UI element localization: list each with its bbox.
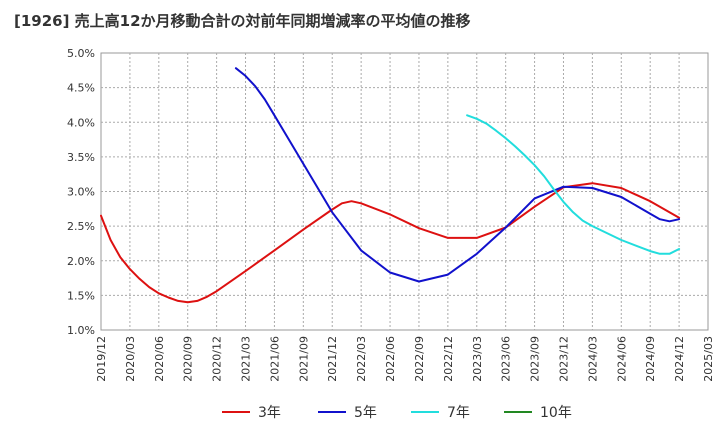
- legend: 3年 5年 7年 10年: [0, 402, 720, 426]
- x-tick-label: 2023/09: [529, 336, 542, 382]
- y-tick-label: 4.5%: [67, 82, 95, 95]
- x-axis-ticks: 2019/12 2020/03 2020/06 2020/09 2020/12 2021/…: [95, 336, 715, 382]
- x-tick-label: 2022/09: [413, 336, 426, 382]
- legend-label: 5年: [354, 405, 377, 421]
- legend-swatch: [318, 411, 346, 413]
- legend-item: 3年: [222, 402, 281, 422]
- y-tick-label: 2.0%: [67, 255, 95, 268]
- x-tick-label: 2021/12: [326, 336, 339, 382]
- legend-item: 5年: [318, 402, 377, 422]
- x-tick-label: 2019/12: [95, 336, 108, 382]
- y-tick-label: 4.0%: [67, 116, 95, 129]
- y-axis-ticks: 1.0% 1.5% 2.0% 2.5% 3.0% 3.5% 4.0% 4.5% 5.0%: [67, 47, 95, 337]
- y-tick-label: 5.0%: [67, 47, 95, 60]
- y-tick-label: 3.0%: [67, 186, 95, 199]
- series-line-7年: [466, 114, 681, 255]
- x-tick-label: 2021/09: [297, 336, 310, 382]
- y-tick-label: 1.0%: [67, 324, 95, 337]
- x-tick-label: 2025/03: [702, 336, 715, 382]
- x-tick-label: 2024/12: [673, 336, 686, 382]
- legend-label: 10年: [540, 405, 572, 421]
- legend-item: 7年: [411, 402, 470, 422]
- x-tick-label: 2024/09: [644, 336, 657, 382]
- legend-swatch: [411, 411, 439, 413]
- x-tick-label: 2024/03: [586, 336, 599, 382]
- x-tick-label: 2020/03: [124, 336, 137, 382]
- x-tick-label: 2021/03: [240, 336, 253, 382]
- x-tick-label: 2023/12: [557, 336, 570, 382]
- x-tick-label: 2022/03: [355, 336, 368, 382]
- plot-background: [100, 52, 709, 331]
- x-tick-label: 2023/06: [500, 336, 513, 382]
- legend-swatch: [504, 411, 532, 413]
- y-tick-label: 3.5%: [67, 151, 95, 164]
- x-tick-label: 2022/06: [384, 336, 397, 382]
- legend-swatch: [222, 411, 250, 413]
- x-tick-label: 2021/06: [268, 336, 281, 382]
- x-tick-label: 2022/12: [442, 336, 455, 382]
- series-line-5年: [234, 67, 681, 283]
- legend-label: 7年: [447, 405, 470, 421]
- x-tick-label: 2020/06: [153, 336, 166, 382]
- y-tick-label: 2.5%: [67, 220, 95, 233]
- series-line-3年: [100, 182, 681, 304]
- x-tick-label: 2020/09: [182, 336, 195, 382]
- legend-item: 10年: [504, 402, 572, 422]
- chart-title: [1926] 売上高12か月移動合計の対前年同期増減率の平均値の推移: [14, 12, 471, 30]
- x-tick-label: 2023/03: [471, 336, 484, 382]
- y-tick-label: 1.5%: [67, 289, 95, 302]
- x-tick-label: 2024/06: [615, 336, 628, 382]
- x-tick-label: 2020/12: [211, 336, 224, 382]
- legend-label: 3年: [258, 405, 281, 421]
- series-lines: [100, 67, 681, 304]
